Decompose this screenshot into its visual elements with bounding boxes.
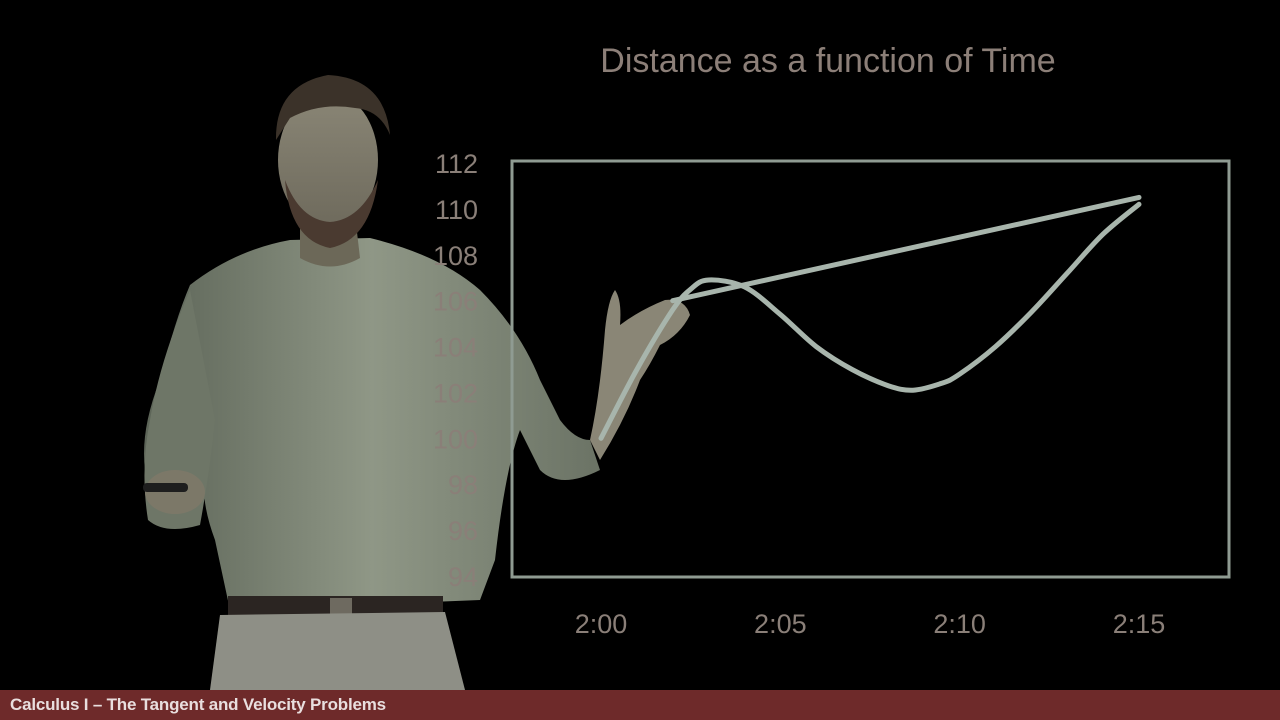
y-tick-label: 98 xyxy=(448,470,478,500)
chart-title: Distance as a function of Time xyxy=(600,42,1055,80)
y-axis-ticks: 94 96 98 100 102 104 106 108 110 112 xyxy=(433,149,478,592)
y-tick-label: 100 xyxy=(433,424,478,454)
distance-curve-line xyxy=(598,201,1142,441)
y-tick-label: 104 xyxy=(433,333,478,363)
x-tick-label: 2:00 xyxy=(575,609,628,639)
y-tick-label: 94 xyxy=(448,562,478,592)
presenter-image xyxy=(143,75,690,690)
y-tick-label: 96 xyxy=(448,516,478,546)
x-tick-label: 2:10 xyxy=(933,609,986,639)
distance-time-chart: Distance as a function of Time 94 96 98 100… xyxy=(433,42,1231,639)
plot-frame xyxy=(510,159,1231,579)
y-tick-label: 102 xyxy=(433,378,478,408)
y-tick-label: 110 xyxy=(435,195,478,225)
series-layer xyxy=(598,194,1142,441)
y-tick-label: 108 xyxy=(433,241,478,271)
x-axis-ticks: 2:00 2:05 2:10 2:15 xyxy=(575,609,1166,639)
x-tick-label: 2:15 xyxy=(1113,609,1166,639)
secant-line xyxy=(670,194,1142,304)
y-tick-label: 112 xyxy=(435,149,478,179)
footer-title: Calculus I – The Tangent and Velocity Pr… xyxy=(10,695,386,714)
footer-bar: Calculus I – The Tangent and Velocity Pr… xyxy=(0,690,1280,720)
x-tick-label: 2:05 xyxy=(754,609,807,639)
y-tick-label: 106 xyxy=(433,287,478,317)
